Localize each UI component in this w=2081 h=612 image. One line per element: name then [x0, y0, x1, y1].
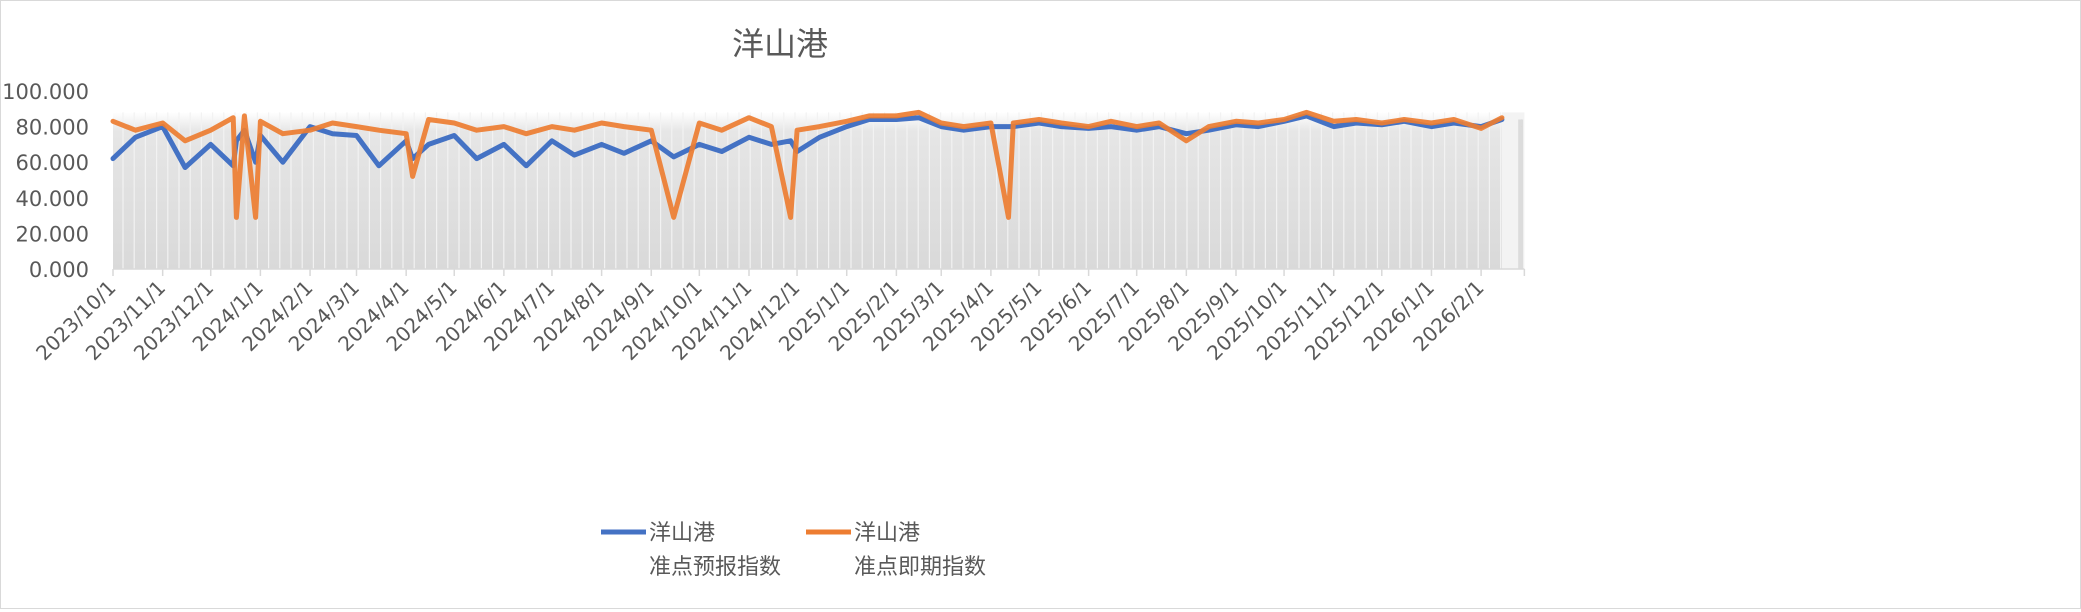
y-tick-label: 0.000 — [29, 258, 89, 282]
chart-title: 洋山港 — [732, 25, 828, 63]
legend-label: 洋山港 — [649, 521, 715, 546]
y-tick-label: 40.000 — [16, 187, 89, 211]
background-area — [113, 112, 1502, 269]
y-axis: 0.000 20.000 40.000 60.000 80.000 100.000 — [2, 80, 89, 282]
legend-label: 洋山港 — [854, 521, 920, 546]
y-tick-label: 60.000 — [16, 151, 89, 175]
y-tick-label: 100.000 — [2, 80, 89, 104]
x-axis: 2023/10/12023/11/12023/12/12024/1/12024/… — [31, 269, 1524, 365]
legend-label: 准点预报指数 — [649, 555, 781, 580]
y-tick-label: 20.000 — [16, 222, 89, 246]
y-tick-label: 80.000 — [16, 116, 89, 140]
legend-label: 准点即期指数 — [854, 555, 986, 580]
background-column — [1518, 119, 1523, 269]
